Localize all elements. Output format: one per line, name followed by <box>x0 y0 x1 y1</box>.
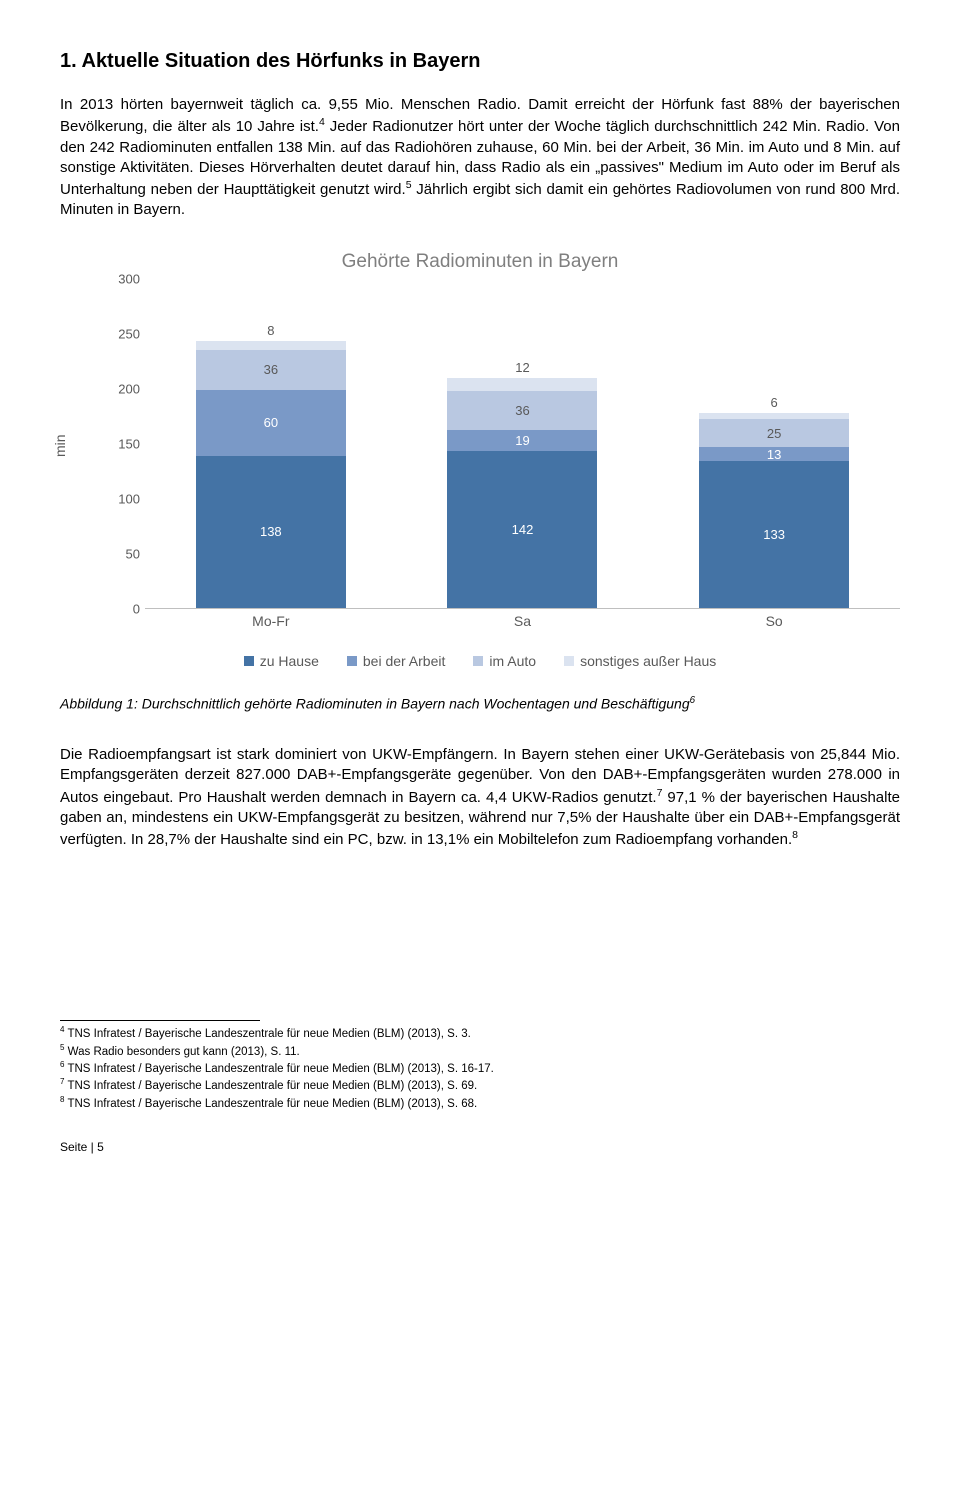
figure-caption: Abbildung 1: Durchschnittlich gehörte Ra… <box>60 695 900 712</box>
y-tick: 50 <box>100 546 140 561</box>
y-tick: 150 <box>100 436 140 451</box>
chart-container: Gehörte Radiominuten in Bayern min 05010… <box>60 251 900 669</box>
y-tick: 200 <box>100 381 140 396</box>
x-tick: Sa <box>447 613 597 639</box>
bar-segment: 8 <box>196 341 346 350</box>
footnote-rule <box>60 1020 260 1021</box>
bar-segment: 25 <box>699 419 849 447</box>
page-footer: Seite | 5 <box>60 1140 900 1154</box>
legend-item: bei der Arbeit <box>347 653 446 669</box>
section-heading: 1. Aktuelle Situation des Hörfunks in Ba… <box>60 50 900 73</box>
legend-swatch <box>564 656 574 666</box>
bar-group: 13860368 <box>196 341 346 607</box>
footnote: 7 TNS Infratest / Bayerische Landeszentr… <box>60 1077 900 1094</box>
legend-item: im Auto <box>473 653 536 669</box>
bar-segment: 12 <box>447 378 597 391</box>
footnote: 8 TNS Infratest / Bayerische Landeszentr… <box>60 1095 900 1112</box>
legend-swatch <box>473 656 483 666</box>
y-tick: 100 <box>100 491 140 506</box>
chart: min 050100150200250300 13860368142193612… <box>110 279 900 639</box>
bar-value-label: 6 <box>699 395 849 410</box>
legend-swatch <box>347 656 357 666</box>
legend-label: sonstiges außer Haus <box>580 653 716 669</box>
plot-area: 1386036814219361213313256 <box>145 279 900 609</box>
footnotes: 4 TNS Infratest / Bayerische Landeszentr… <box>60 1025 900 1112</box>
footnote: 6 TNS Infratest / Bayerische Landeszentr… <box>60 1060 900 1077</box>
legend-swatch <box>244 656 254 666</box>
paragraph-1: In 2013 hörten bayernweit täglich ca. 9,… <box>60 95 900 221</box>
footnote: 4 TNS Infratest / Bayerische Landeszentr… <box>60 1025 900 1042</box>
y-tick: 300 <box>100 271 140 286</box>
bar-segment: 138 <box>196 456 346 608</box>
x-axis: Mo-Fr Sa So <box>145 613 900 639</box>
bar-value-label: 8 <box>196 323 346 338</box>
legend: zu Hause bei der Arbeit im Auto sonstiges a… <box>60 653 900 669</box>
y-axis-label: min <box>52 434 68 457</box>
bar-segment: 60 <box>196 390 346 456</box>
legend-item: zu Hause <box>244 653 319 669</box>
bar-segment: 36 <box>447 391 597 431</box>
x-tick: So <box>699 613 849 639</box>
bar-value-label: 12 <box>447 360 597 375</box>
bar-group: 13313256 <box>699 413 849 608</box>
bar-segment: 142 <box>447 451 597 607</box>
y-axis: 050100150200250300 <box>100 279 140 609</box>
x-tick: Mo-Fr <box>196 613 346 639</box>
bar-group: 142193612 <box>447 378 597 608</box>
paragraph-2: Die Radioempfangsart ist stark dominiert… <box>60 745 900 850</box>
legend-item: sonstiges außer Haus <box>564 653 716 669</box>
y-tick: 0 <box>100 601 140 616</box>
bar-segment: 13 <box>699 447 849 461</box>
bar-segment: 6 <box>699 413 849 420</box>
legend-label: bei der Arbeit <box>363 653 446 669</box>
chart-title: Gehörte Radiominuten in Bayern <box>60 251 900 273</box>
y-tick: 250 <box>100 326 140 341</box>
legend-label: zu Hause <box>260 653 319 669</box>
footnote: 5 Was Radio besonders gut kann (2013), S… <box>60 1043 900 1060</box>
bar-segment: 36 <box>196 350 346 390</box>
legend-label: im Auto <box>489 653 536 669</box>
bar-segment: 133 <box>699 461 849 607</box>
bar-segment: 19 <box>447 430 597 451</box>
